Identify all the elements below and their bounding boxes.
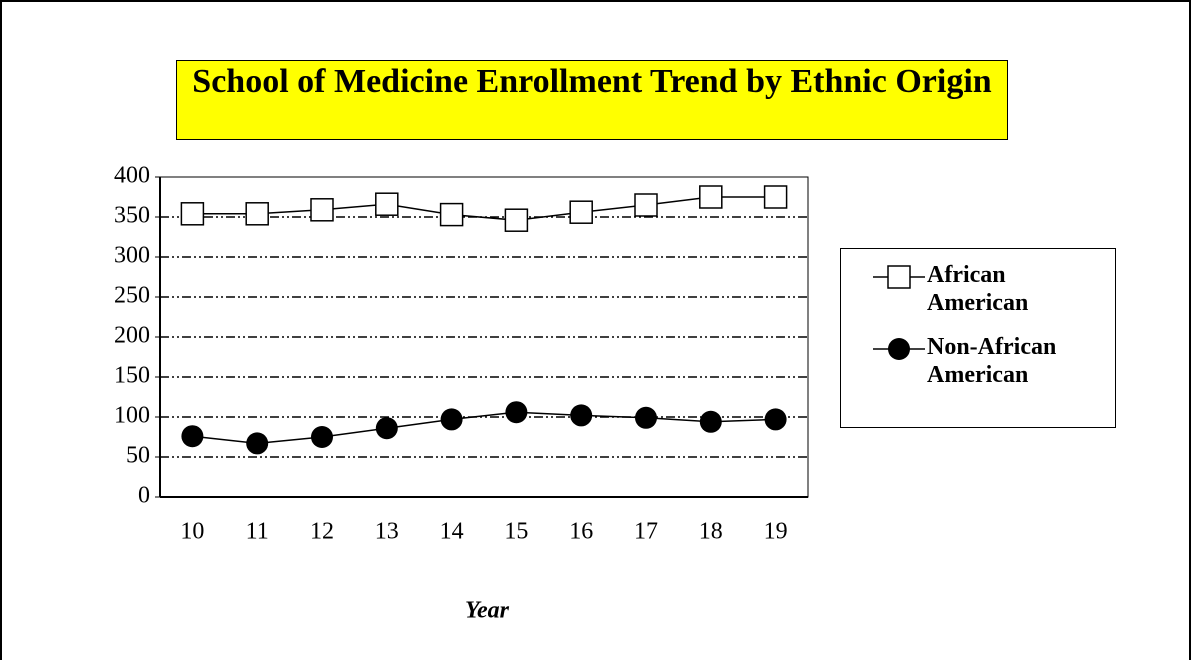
- marker: [570, 404, 593, 427]
- legend: African American Non-African American: [840, 248, 1116, 428]
- chart-title: School of Medicine Enrollment Trend by E…: [176, 60, 1008, 140]
- marker: [763, 185, 788, 209]
- x-axis-label: Year: [465, 598, 510, 624]
- marker: [634, 193, 658, 217]
- x-tick-label: 13: [375, 519, 399, 545]
- y-tick-label: 100: [114, 403, 150, 429]
- marker: [439, 202, 464, 227]
- marker: [504, 208, 529, 232]
- x-tick-label: 18: [699, 519, 723, 545]
- y-tick-label: 150: [114, 363, 150, 389]
- marker: [311, 426, 333, 448]
- marker: [699, 185, 723, 209]
- legend-label: African American: [927, 262, 1029, 316]
- x-tick-label: 11: [246, 519, 269, 545]
- marker: [310, 198, 334, 222]
- marker: [635, 406, 657, 429]
- marker: [505, 401, 528, 424]
- y-tick-label: 200: [114, 323, 150, 349]
- legend-entry: African American: [871, 261, 1115, 317]
- legend-entry: Non-African American: [871, 333, 1115, 389]
- y-tick-label: 50: [126, 443, 150, 469]
- y-tick-label: 350: [114, 203, 150, 229]
- marker: [246, 432, 269, 455]
- y-tick-label: 250: [114, 283, 150, 309]
- legend-label: Non-African American: [927, 334, 1057, 388]
- x-tick-label: 16: [569, 519, 593, 545]
- marker: [569, 200, 593, 224]
- series-line: [192, 411, 776, 445]
- x-tick-label: 14: [440, 519, 464, 545]
- legend-swatch: [873, 265, 925, 289]
- marker: [181, 425, 204, 448]
- marker: [375, 192, 399, 216]
- x-tick-label: 17: [634, 519, 658, 545]
- marker: [887, 265, 911, 289]
- series-line: [192, 196, 776, 221]
- x-tick-label: 10: [180, 519, 204, 545]
- x-tick-label: 19: [764, 519, 788, 545]
- y-tick-label: 0: [138, 483, 150, 509]
- marker: [764, 408, 787, 431]
- x-tick-label: 15: [504, 519, 528, 545]
- marker: [888, 338, 910, 360]
- marker: [180, 202, 205, 226]
- marker: [440, 408, 463, 431]
- x-tick-label: 12: [310, 519, 334, 545]
- marker: [245, 202, 269, 226]
- marker: [699, 410, 722, 433]
- legend-swatch: [873, 338, 925, 360]
- marker: [375, 417, 398, 440]
- y-tick-label: 300: [114, 243, 150, 269]
- y-tick-label: 400: [114, 163, 150, 189]
